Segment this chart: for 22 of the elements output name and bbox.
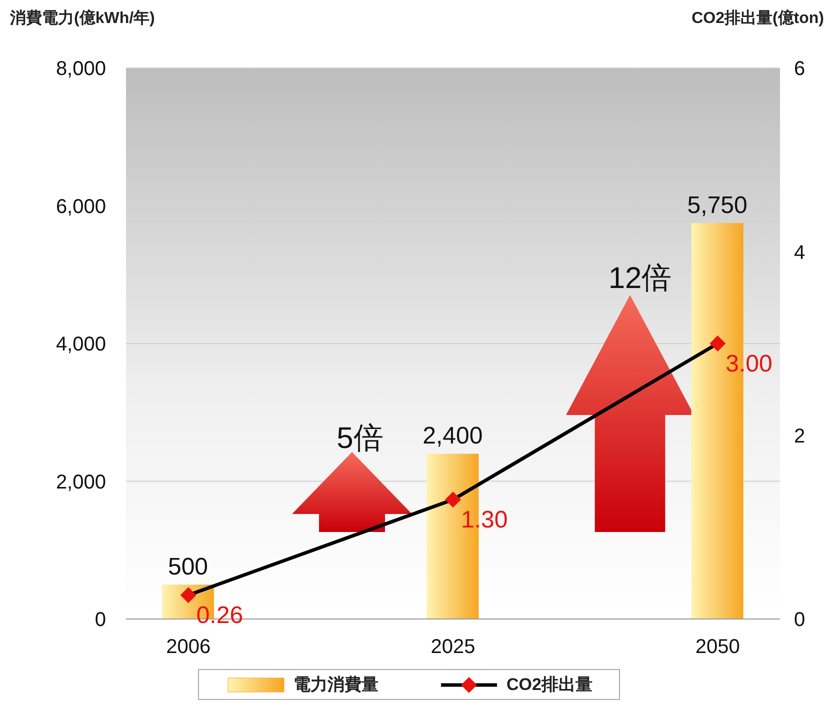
legend-label: CO2排出量 xyxy=(506,674,592,696)
y2-tick-label: 6 xyxy=(794,58,806,80)
legend-label: 電力消費量 xyxy=(294,674,379,696)
annotation: 5倍 xyxy=(336,422,384,455)
y-tick-label: 4,000 xyxy=(56,334,106,356)
data-label: 0.26 xyxy=(196,602,244,630)
data-label: 5,750 xyxy=(687,192,748,219)
y-tick-label: 0 xyxy=(94,609,106,632)
y2-axis-title: CO2排出量(億ton) xyxy=(692,8,824,29)
y2-tick-label: 4 xyxy=(794,242,806,264)
data-label: 2,400 xyxy=(422,422,483,450)
x-tick-label: 2025 xyxy=(430,636,476,658)
y-tick-label: 8,000 xyxy=(56,58,106,80)
x-tick-label: 2050 xyxy=(695,636,740,658)
y-tick-label: 2,000 xyxy=(56,471,106,494)
y-axis-title: 消費電力(億kWh/年) xyxy=(10,8,155,29)
y2-tick-label: 2 xyxy=(794,425,806,448)
y-tick-label: 6,000 xyxy=(56,196,106,218)
y2-tick-label: 0 xyxy=(794,609,806,632)
x-tick-label: 2006 xyxy=(166,636,211,658)
annotation: 12倍 xyxy=(608,262,672,295)
data-label: 500 xyxy=(168,554,208,581)
